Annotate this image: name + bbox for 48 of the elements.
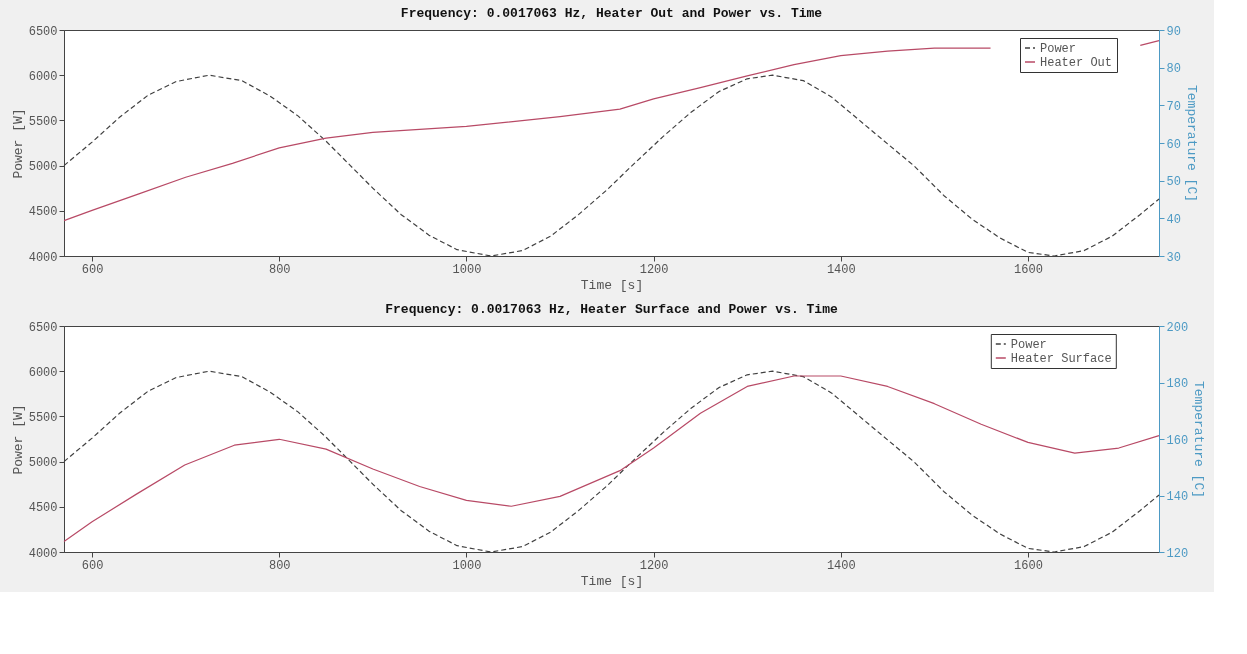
x-tick-label: 1000 [452, 262, 482, 277]
y2-tick-label: 50 [1166, 175, 1181, 190]
x-tick-label: 600 [81, 558, 104, 573]
chart-title: Frequency: 0.0017063 Hz, Heater Surface and Power vs. Time [385, 302, 838, 317]
legend-label: Heater Surface [1010, 352, 1112, 366]
y-tick-label: 5500 [28, 114, 58, 129]
y-tick-label: 5500 [28, 410, 58, 425]
y2-tick-label: 30 [1166, 250, 1181, 265]
y-tick-label: 6000 [28, 365, 58, 380]
y2-tick-label: 60 [1166, 137, 1181, 152]
y-tick-label: 6000 [28, 69, 58, 84]
y-tick-label: 5000 [28, 160, 58, 175]
y2-tick-label: 40 [1166, 212, 1181, 227]
y-tick-label: 4000 [28, 250, 58, 265]
y-axis-title: Power [W] [10, 108, 26, 179]
y-tick-label: 5000 [28, 456, 58, 471]
y2-axis-title: Temperature [C] [1191, 380, 1207, 499]
y2-tick-label: 160 [1166, 433, 1189, 448]
y-tick-label: 4000 [28, 546, 58, 561]
y2-tick-label: 120 [1166, 546, 1189, 561]
y2-tick-label: 80 [1166, 62, 1181, 77]
legend-label: Power [1040, 42, 1077, 56]
y2-tick-label: 200 [1166, 320, 1189, 335]
x-tick-label: 1400 [826, 558, 856, 573]
legend-label: Heater Out [1040, 56, 1113, 70]
x-tick-label: 1200 [639, 558, 669, 573]
y-axis-title: Power [W] [10, 404, 26, 475]
x-tick-label: 800 [268, 558, 291, 573]
x-axis-title: Time [s] [580, 277, 644, 293]
y2-tick-label: 70 [1166, 99, 1181, 114]
x-tick-label: 600 [81, 262, 104, 277]
y-tick-label: 4500 [28, 501, 58, 516]
x-axis-title: Time [s] [580, 573, 644, 589]
y2-tick-label: 180 [1166, 377, 1189, 391]
x-tick-label: 1400 [826, 262, 856, 277]
y-tick-label: 6500 [28, 24, 58, 39]
x-tick-label: 800 [268, 262, 291, 277]
chart-title: Frequency: 0.0017063 Hz, Heater Out and Power vs. Time [400, 6, 823, 21]
y2-axis-title: Temperature [C] [1183, 84, 1199, 203]
y-tick-label: 6500 [28, 320, 58, 335]
legend-label: Power [1010, 338, 1047, 352]
y2-tick-label: 90 [1166, 24, 1181, 39]
y2-tick-label: 140 [1166, 490, 1189, 504]
y-tick-label: 4500 [28, 205, 58, 220]
x-tick-label: 1200 [639, 262, 669, 277]
x-tick-label: 1600 [1014, 262, 1043, 277]
x-tick-label: 1000 [452, 558, 482, 573]
x-tick-label: 1600 [1014, 558, 1043, 573]
